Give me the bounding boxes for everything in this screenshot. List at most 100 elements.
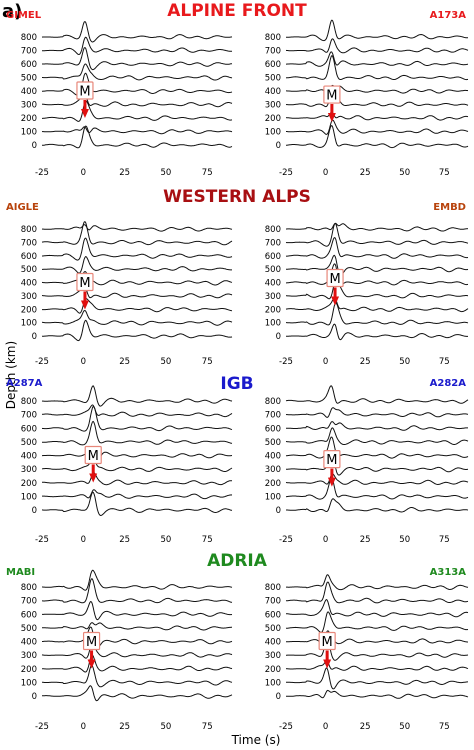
y-tick-label: 200 [21, 114, 37, 124]
seismic-trace [41, 385, 233, 407]
y-tick-label: 300 [21, 101, 37, 111]
x-tick-label: 50 [160, 357, 171, 367]
marker-box [318, 631, 336, 651]
x-tick-label: 50 [160, 168, 171, 178]
seismic-trace [285, 660, 469, 671]
seismic-trace [286, 421, 468, 431]
y-tick-label: 300 [265, 292, 281, 302]
x-tick-label: 0 [81, 722, 86, 732]
y-tick-label: 600 [21, 252, 37, 262]
y-tick-label: 800 [21, 33, 37, 43]
marker-label: M [329, 272, 340, 287]
y-tick-label: 600 [265, 610, 281, 620]
y-tick-label: 600 [21, 610, 37, 620]
x-tick-label: 0 [81, 168, 86, 178]
station-label: A287A [6, 378, 43, 389]
x-tick-label: 25 [119, 357, 130, 367]
seismic-trace [41, 457, 233, 472]
seismic-trace [286, 51, 469, 67]
x-tick-label: 75 [439, 722, 450, 732]
y-tick-label: 700 [21, 597, 37, 607]
y-tick-label: 400 [21, 87, 37, 97]
x-tick-label: 50 [160, 722, 171, 732]
red-arrow [87, 650, 96, 669]
seismic-trace [42, 125, 233, 149]
seismic-trace [286, 599, 469, 618]
y-tick-label: 0 [32, 141, 37, 151]
seismic-trace [42, 626, 233, 648]
marker-label: M [322, 635, 333, 650]
x-tick-label: 0 [323, 535, 328, 545]
y-tick-label: 800 [21, 225, 37, 235]
seismic-trace [42, 489, 233, 500]
x-tick-label: 0 [323, 722, 328, 732]
x-tick-label: -25 [279, 535, 293, 545]
seismic-trace [286, 254, 469, 276]
y-tick-label: 500 [21, 265, 37, 275]
y-tick-label: 200 [265, 479, 281, 489]
marker-label: M [79, 85, 90, 100]
x-tick-label: 50 [399, 168, 410, 178]
y-tick-label: 0 [276, 141, 281, 151]
seismic-trace [285, 436, 469, 459]
seismic-trace [285, 407, 469, 418]
seismic-trace [286, 279, 469, 300]
seismic-trace [41, 224, 233, 232]
seismic-trace [286, 689, 469, 699]
marker-label: M [79, 276, 90, 291]
panel-letter: a) [2, 1, 22, 22]
x-tick-label: 0 [323, 168, 328, 178]
y-tick-label: 500 [21, 438, 37, 448]
x-tick-label: 75 [202, 535, 213, 545]
marker-box [82, 631, 101, 651]
seismic-trace [41, 654, 233, 673]
seismic-trace [41, 221, 233, 246]
y-tick-label: 700 [21, 238, 37, 248]
x-tick-label: 75 [202, 722, 213, 732]
seismic-trace [286, 630, 468, 645]
station-panel: A287A 0 100 200 300 400 500 600 700 800 -25 0 25 50 75… [6, 378, 233, 545]
marker-label: M [326, 89, 337, 104]
red-arrow [80, 100, 89, 118]
y-tick-label: 200 [265, 114, 281, 124]
red-arrow [323, 650, 332, 669]
seismic-trace [285, 237, 469, 259]
x-tick-label: 50 [399, 535, 410, 545]
marker-box [323, 85, 341, 104]
seismic-trace [286, 638, 469, 661]
y-tick-label: 400 [265, 87, 281, 97]
marker-box [84, 445, 102, 465]
y-tick-label: 700 [265, 411, 281, 421]
x-tick-label: 75 [439, 357, 450, 367]
seismic-trace [286, 263, 469, 286]
x-tick-label: 50 [399, 722, 410, 732]
y-tick-label: 300 [265, 465, 281, 475]
y-tick-label: 400 [265, 452, 281, 462]
y-tick-label: 400 [21, 279, 37, 289]
x-tick-label: 0 [81, 357, 86, 367]
seismic-trace [42, 47, 233, 71]
y-tick-label: 500 [265, 438, 281, 448]
seismic-trace [41, 271, 233, 286]
y-tick-label: 300 [21, 465, 37, 475]
seismic-trace [42, 472, 233, 486]
marker-label: M [86, 635, 97, 650]
x-axis-title: Time (s) [231, 733, 281, 747]
y-tick-label: 500 [265, 624, 281, 634]
x-tick-label: 75 [439, 535, 450, 545]
region-title: ADRIA [207, 551, 268, 571]
seismic-trace [41, 284, 233, 299]
y-tick-label: 0 [32, 692, 37, 702]
seismic-trace [41, 92, 233, 108]
seismic-trace [41, 126, 233, 135]
y-tick-label: 600 [21, 60, 37, 70]
region-row-0: ALPINE FRONTGIMEL01002003004005006007008… [6, 1, 469, 178]
y-tick-label: 300 [265, 101, 281, 111]
seismic-trace [285, 125, 469, 149]
seismic-trace [285, 477, 469, 500]
x-tick-label: -25 [35, 168, 49, 178]
seismic-trace [42, 298, 233, 314]
y-tick-label: 800 [21, 583, 37, 593]
seismic-trace [42, 578, 233, 604]
seismic-trace [285, 473, 469, 485]
